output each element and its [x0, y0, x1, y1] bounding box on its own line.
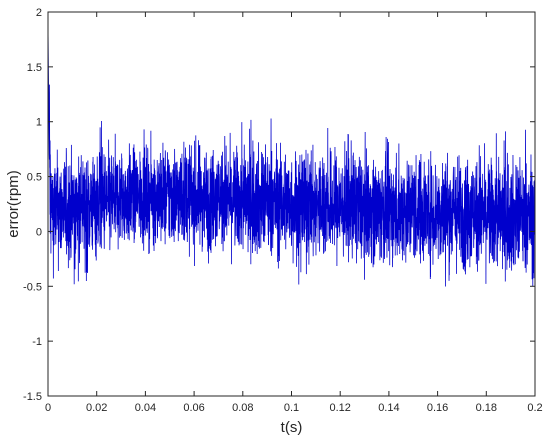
x-tick-label: 0.06: [183, 402, 204, 414]
x-axis-title: t(s): [281, 419, 303, 436]
axes: 0 0.02 0.04 0.06 0.08 0.1 0.12 0.14 0.16 0.18 0.2 -…: [23, 7, 543, 414]
x-tick-label: 0.18: [476, 402, 497, 414]
x-tick-label: 0.2: [527, 402, 542, 414]
y-tick-label: -1.5: [23, 391, 42, 403]
x-tick-label: 0: [45, 402, 51, 414]
y-tick-label: 2: [36, 7, 42, 19]
x-tick-label: 0.14: [378, 402, 399, 414]
y-tick-label: -1: [32, 336, 42, 348]
plot-area: [48, 22, 535, 287]
x-tick-label: 0.16: [427, 402, 448, 414]
x-tick-label: 0.04: [135, 402, 156, 414]
x-tick-label: 0.1: [284, 402, 299, 414]
y-tick-label: 0.5: [27, 172, 42, 184]
y-axis-title: error(rpm): [5, 170, 22, 238]
y-tick-label: 1.5: [27, 62, 42, 74]
x-tick-label: 0.02: [86, 402, 107, 414]
error-series-line: [48, 22, 535, 287]
y-tick-label: 0: [36, 226, 42, 238]
y-tick-label: -0.5: [23, 281, 42, 293]
y-tick-label: 1: [36, 117, 42, 129]
x-tick-label: 0.08: [232, 402, 253, 414]
x-tick-label: 0.12: [329, 402, 350, 414]
